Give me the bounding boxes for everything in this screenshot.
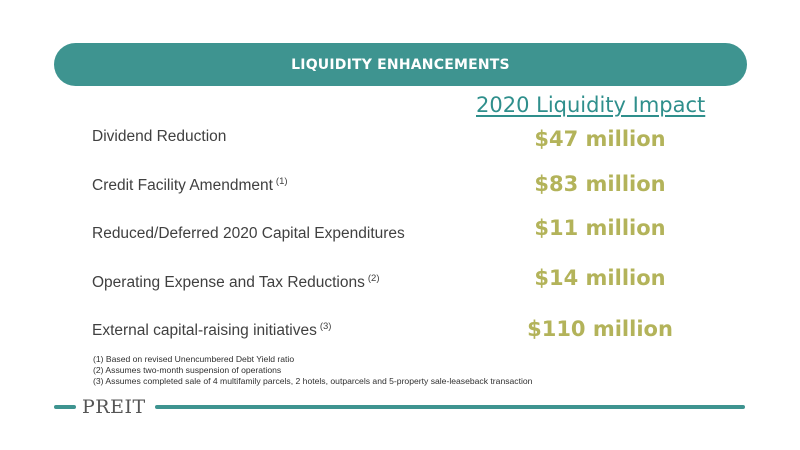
footnotes: (1) Based on revised Unencumbered Debt Y… — [93, 354, 532, 387]
footnote-2: (2) Assumes two-month suspension of oper… — [93, 365, 282, 375]
row-label-text: Reduced/Deferred 2020 Capital Expenditur… — [92, 225, 405, 242]
row-label-credit-facility: Credit Facility Amendment (1) — [92, 176, 288, 195]
row-label-text: External capital-raising initiatives — [92, 322, 317, 339]
row-label-text: Operating Expense and Tax Reductions — [92, 274, 365, 291]
row-label-external-capital: External capital-raising initiatives (3) — [92, 321, 331, 340]
row-value-capex: $11 million — [534, 216, 666, 240]
row-label-capex: Reduced/Deferred 2020 Capital Expenditur… — [92, 225, 405, 243]
footnote-ref: (1) — [275, 176, 288, 187]
footnote-ref: (3) — [319, 321, 332, 332]
impact-heading: 2020 Liquidity Impact — [476, 93, 706, 117]
footnote-1: (1) Based on revised Unencumbered Debt Y… — [93, 354, 295, 364]
footnote-3: (3) Assumes completed sale of 4 multifam… — [93, 376, 533, 386]
row-label-text: Dividend Reduction — [92, 128, 227, 145]
section-banner: LIQUIDITY ENHANCEMENTS — [54, 43, 747, 86]
row-label-dividend: Dividend Reduction — [92, 128, 226, 146]
footer-divider-right — [155, 405, 745, 409]
row-label-text: Credit Facility Amendment — [92, 177, 273, 194]
row-value-dividend: $47 million — [534, 127, 666, 151]
row-label-opex: Operating Expense and Tax Reductions (2) — [92, 273, 380, 292]
footer-divider-left — [54, 405, 76, 409]
row-value-credit-facility: $83 million — [534, 172, 666, 196]
preit-logo: PREIT — [82, 396, 146, 418]
footnote-ref: (2) — [367, 273, 380, 284]
banner-title: LIQUIDITY ENHANCEMENTS — [291, 56, 510, 73]
row-value-external-capital: $110 million — [527, 317, 673, 341]
row-value-opex: $14 million — [534, 266, 666, 290]
